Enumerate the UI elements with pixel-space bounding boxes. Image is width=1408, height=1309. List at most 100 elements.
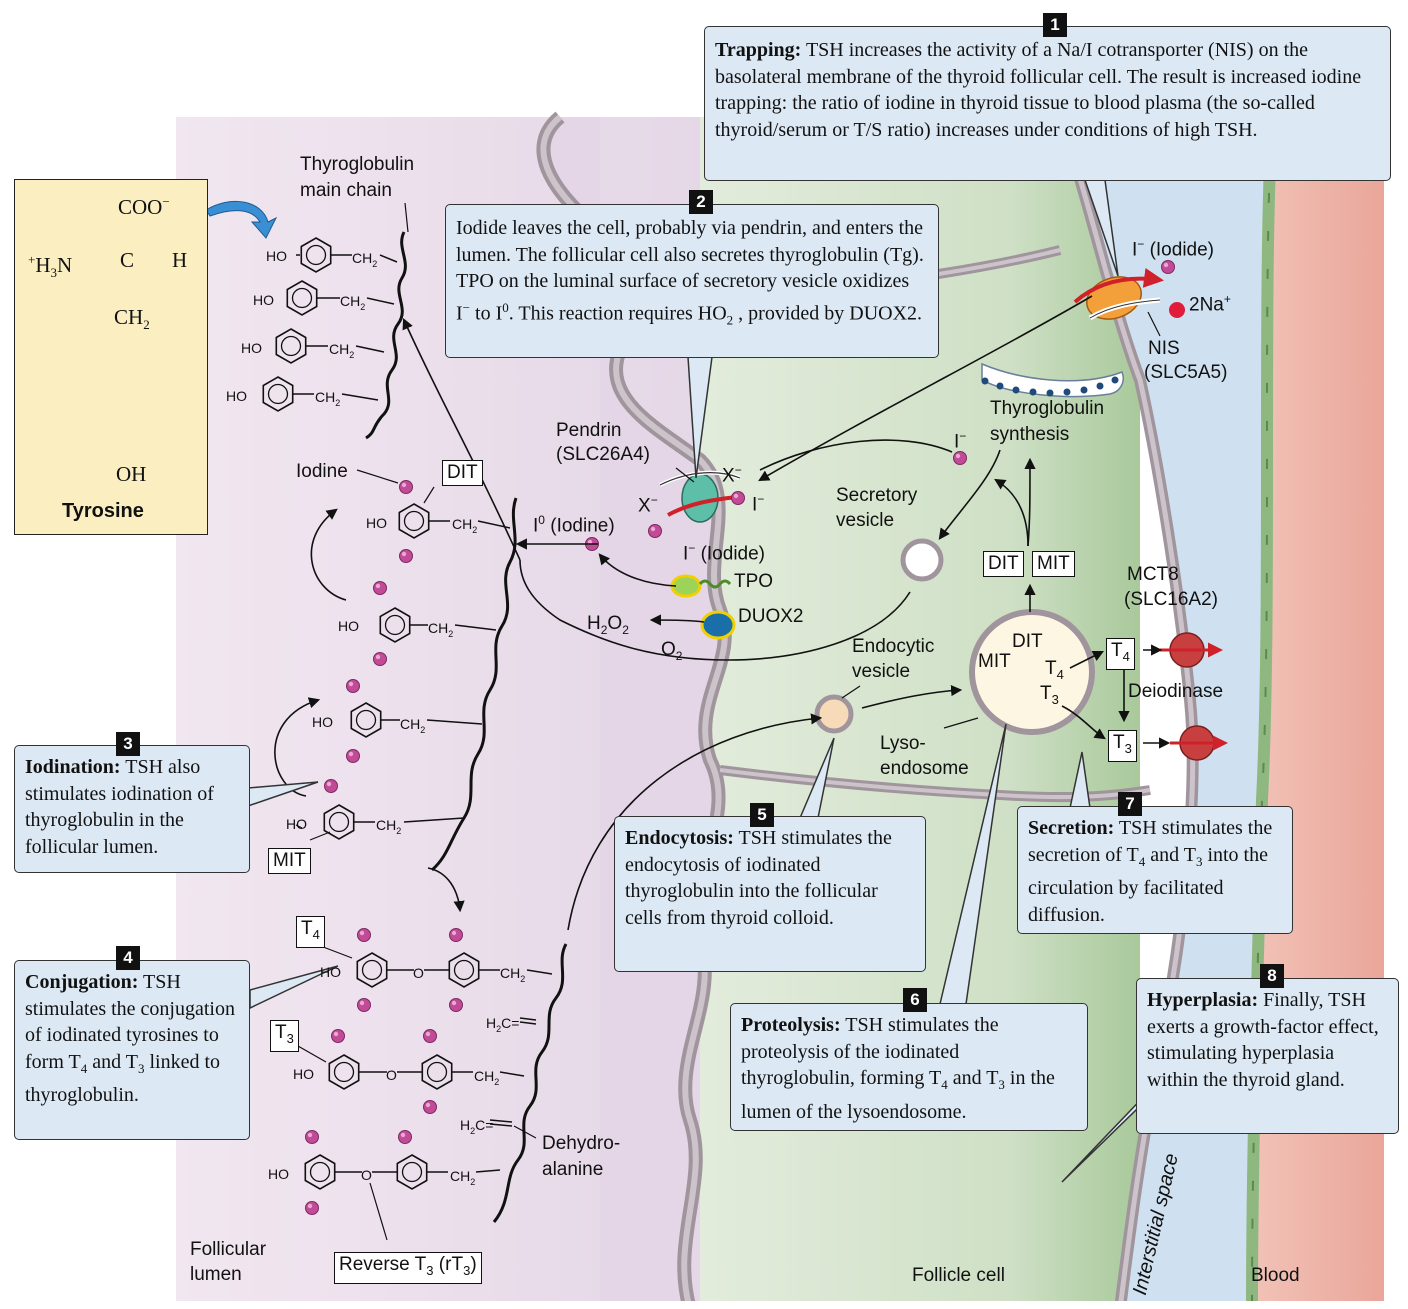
ho-label: HO xyxy=(320,964,341,980)
ho-label: HO xyxy=(268,1166,289,1182)
i-zero-sup: 0 xyxy=(502,299,509,315)
step-8-hyperplasia-box: Hyperplasia: Finally, TSH exerts a growt… xyxy=(1136,978,1399,1134)
iodide-pendrin-label: I− xyxy=(752,492,765,516)
i0-iodine-label: I0 (Iodine) xyxy=(533,513,615,537)
endocytic-vesicle-label-2: vesicle xyxy=(852,661,911,682)
secretory-vesicle xyxy=(900,538,944,582)
tg-chain-top xyxy=(365,231,407,440)
duox2-enzyme xyxy=(700,610,736,640)
ho-label: HO xyxy=(338,618,359,634)
ho-label: HO xyxy=(226,388,247,404)
o-label: O xyxy=(386,1067,397,1083)
ch2-label: CH2 xyxy=(340,293,366,312)
step-7-secretion-box: Secretion: TSH stimulates the secretion … xyxy=(1017,806,1293,934)
mit-tag-cell: MIT xyxy=(1032,551,1075,577)
deiodinase-label: Deiodinase xyxy=(1128,681,1224,702)
ch2-label: CH2 xyxy=(400,716,426,735)
mct8-transporter-t3 xyxy=(1170,725,1228,761)
nis-label-2: (SLC5A5) xyxy=(1144,362,1228,383)
ch2-label: CH2 xyxy=(315,389,341,408)
o-label: O xyxy=(413,965,424,981)
ch2-label: CH2 xyxy=(452,516,478,535)
step-6-proteolysis-box: Proteolysis: TSH stimulates the proteoly… xyxy=(730,1003,1088,1131)
arrows xyxy=(274,295,1171,931)
tyr-ch2: CH2 xyxy=(114,305,150,333)
ho-label: HO xyxy=(241,340,262,356)
h2o2-label: H2O2 xyxy=(587,613,629,637)
sodium-ion xyxy=(1169,302,1185,318)
follicular-lumen-label-2: lumen xyxy=(190,1264,242,1285)
tyr-c: C xyxy=(120,248,135,272)
endocytic-vesicle-label: Endocytic xyxy=(852,636,935,657)
tpo-label: TPO xyxy=(734,571,774,592)
nis-label: NIS xyxy=(1148,338,1180,359)
t4-lyso-label: T4 xyxy=(1045,658,1064,682)
t3-tag-cell: T3 xyxy=(1108,730,1137,762)
tyrosine-panel xyxy=(14,179,208,535)
ho-label: HO xyxy=(266,248,287,264)
tg-main-chain-label: Thyroglobulin xyxy=(300,154,415,175)
nis-transporter xyxy=(1073,267,1164,321)
step-7-number: 7 xyxy=(1118,792,1142,816)
ch2-label: CH2 xyxy=(474,1068,500,1087)
step-2-box: Iodide leaves the cell, probably via pen… xyxy=(445,204,939,358)
t4-tag-lumen: T4 xyxy=(296,916,325,948)
pendrin-label-2: (SLC26A4) xyxy=(556,444,650,465)
ch2-label: CH2 xyxy=(500,965,526,984)
lysoendosome-label-2: endosome xyxy=(880,758,969,779)
ch2-label: CH2 xyxy=(329,341,355,360)
step-4-conjugation-box: Conjugation: TSH stimulates the conjugat… xyxy=(14,960,250,1140)
step-1-number: 1 xyxy=(1043,13,1067,37)
tg-residues-top xyxy=(262,237,398,412)
iodide-lumen-label: I− (Iodide) xyxy=(683,541,765,565)
x-minus-left: X− xyxy=(638,493,658,517)
step-5-number: 5 xyxy=(750,803,774,827)
dit-tag-lumen: DIT xyxy=(442,460,483,486)
tg-synthesis-label-2: synthesis xyxy=(990,424,1070,445)
ch2-label: CH2 xyxy=(428,620,454,639)
apical-membrane xyxy=(543,117,725,1309)
step-3-number: 3 xyxy=(116,732,140,756)
tyr-nh3: +H3N xyxy=(28,252,73,281)
tg-residues-mid xyxy=(323,480,511,840)
sodium-label: 2Na+ xyxy=(1189,292,1231,316)
step-5-endocytosis-box: Endocytosis: TSH stimulates the endocyto… xyxy=(614,816,926,972)
t3-tag-lumen: T3 xyxy=(270,1020,299,1052)
ho-label: HO xyxy=(286,816,307,832)
step-1-trapping-box: Trapping: TSH increases the activity of … xyxy=(704,26,1391,181)
tyrosine-name: Tyrosine xyxy=(62,500,144,522)
ho-label: HO xyxy=(253,292,274,308)
tg-chain-mid xyxy=(430,497,518,872)
dit-lyso-label: DIT xyxy=(1012,631,1043,652)
reverse-t3-tag: Reverse T3 (rT3) xyxy=(334,1252,482,1284)
o-label: O xyxy=(361,1167,372,1183)
x-minus-right: X− xyxy=(722,463,742,487)
mct8-label: MCT8 xyxy=(1127,564,1179,585)
lysoendosome-label: Lyso- xyxy=(880,733,926,754)
dit-tag-cell: DIT xyxy=(983,551,1024,577)
endocytic-vesicle xyxy=(814,694,854,734)
tg-residues-bottom xyxy=(304,928,553,1241)
ho-label: HO xyxy=(366,515,387,531)
h2c-label: H2C= xyxy=(460,1117,494,1136)
pendrin-label: Pendrin xyxy=(556,420,622,441)
dehydroalanine-label: Dehydro- xyxy=(542,1133,621,1154)
mit-lyso-label: MIT xyxy=(978,651,1011,672)
dehydroalanine-label-2: alanine xyxy=(542,1159,604,1180)
callout-pointers xyxy=(247,179,1151,1183)
ho-label: HO xyxy=(293,1066,314,1082)
t4-tag-cell: T4 xyxy=(1106,638,1135,670)
step-4-number: 4 xyxy=(116,946,140,970)
er-synthesis xyxy=(981,362,1124,398)
t3-lyso-label: T3 xyxy=(1040,683,1059,707)
ch2-label: CH2 xyxy=(376,817,402,836)
tg-synthesis-label: Thyroglobulin xyxy=(990,398,1105,419)
mct8-transporter-t4 xyxy=(1160,632,1223,668)
tyr-h: H xyxy=(172,248,188,272)
follicular-lumen-label: Follicular xyxy=(190,1239,267,1260)
tg-main-chain-label-2: main chain xyxy=(300,180,392,201)
h2c-label: H2C= xyxy=(486,1015,520,1034)
step-2-number: 2 xyxy=(689,190,713,214)
step-8-number: 8 xyxy=(1260,964,1284,988)
lysoendosome xyxy=(969,609,1095,735)
